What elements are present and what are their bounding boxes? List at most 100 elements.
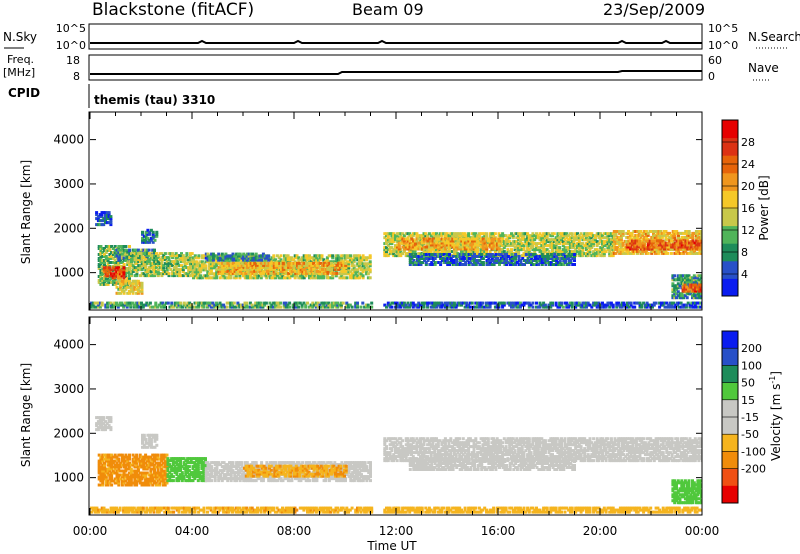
heatmap-cell [452,240,456,244]
heatmap-cell [390,252,394,256]
heatmap-cell [197,256,201,260]
heatmap-cell [514,259,518,262]
heatmap-cell [537,257,541,260]
heatmap-cell [200,256,204,260]
heatmap-cell [643,230,647,233]
heatmap-cell [556,242,560,246]
heatmap-cell [169,252,173,256]
heatmap-cell [455,263,459,266]
heatmap-cell [122,289,126,293]
heatmap-cell [476,261,480,264]
heatmap-cell [279,305,283,309]
heatmap-cell [681,289,685,293]
heatmap-cell [140,254,144,258]
heatmap-cell [634,233,638,237]
heatmap-cell [250,303,254,307]
heatmap-cell [136,285,140,289]
heatmap-cell [145,303,149,307]
heatmap-cell [108,270,112,274]
heatmap-cell [343,276,347,280]
heatmap-cell [570,234,574,238]
heatmap-cell [247,256,251,260]
heatmap-cell [249,256,253,260]
heatmap-cell [128,268,132,272]
heatmap-cell [662,251,666,255]
heatmap-cell [124,283,128,287]
heatmap-cell [671,235,675,239]
heatmap-cell [629,243,633,247]
heatmap-cell [206,301,209,305]
heatmap-cell [618,237,622,241]
heatmap-cell [412,241,416,245]
heatmap-cell [673,247,677,251]
heatmap-cell [462,263,466,266]
heatmap-cell [337,267,341,271]
heatmap-cell [225,301,229,305]
heatmap-cell [577,238,581,242]
heatmap-cell [408,261,412,264]
heatmap-cell [278,265,282,269]
heatmap-cell [404,245,408,249]
heatmap-cell [109,305,113,309]
heatmap-cell [306,268,310,272]
heatmap-cell [395,250,399,254]
heatmap-cell [102,266,106,270]
heatmap-cell [192,256,195,260]
heatmap-cell [251,261,255,265]
heatmap-cell [206,274,210,278]
heatmap-cell [499,236,503,240]
heatmap-cell [96,223,100,227]
heatmap-cell [96,215,100,219]
heatmap-cell [332,301,336,305]
heatmap-cell [122,250,126,254]
heatmap-cell [406,239,410,243]
heatmap-cell [251,269,255,273]
heatmap-cell [476,234,480,238]
heatmap-cell [174,254,178,258]
heatmap-cell [426,239,430,243]
heatmap-cell [383,252,387,256]
heatmap-cell [204,254,208,258]
heatmap-cell [193,272,197,276]
heatmap-cell [678,237,682,241]
heatmap-cell [487,263,491,266]
heatmap-cell [125,301,129,305]
heatmap-cell [543,244,547,248]
heatmap-cell [494,253,498,256]
heatmap-cell [619,231,623,235]
heatmap-cell [442,243,446,247]
heatmap-cell [295,305,299,309]
heatmap-cell [487,255,491,258]
heatmap-cell [188,252,192,256]
heatmap-cell [506,248,510,252]
heatmap-cell [276,263,280,267]
heatmap-cell [344,263,348,267]
heatmap-cell [238,256,242,260]
heatmap-cell [606,240,610,244]
heatmap-cell [216,305,220,309]
heatmap-cell [308,258,311,262]
heatmap-cell [447,237,451,241]
heatmap-cell [530,261,534,264]
heatmap-cell [530,257,534,260]
heatmap-cell [612,247,616,251]
heatmap-cell [533,242,537,246]
heatmap-cell [293,254,297,258]
heatmap-cell [301,267,305,271]
cpid-label: CPID [8,86,40,100]
heatmap-cell [339,305,343,309]
heatmap-cell [424,257,428,260]
heatmap-cell [117,266,120,270]
heatmap-cell [172,260,176,264]
heatmap-cell [270,270,274,274]
heatmap-cell [160,262,164,266]
heatmap-cell [481,261,485,264]
heatmap-cell [641,249,645,253]
heatmap-cell [255,267,258,271]
heatmap-cell [315,258,319,262]
heatmap-cell [417,263,421,266]
freq-strip-frame [88,54,703,81]
heatmap-cell [492,243,496,247]
heatmap-cell [641,233,645,237]
heatmap-cell [411,305,415,309]
